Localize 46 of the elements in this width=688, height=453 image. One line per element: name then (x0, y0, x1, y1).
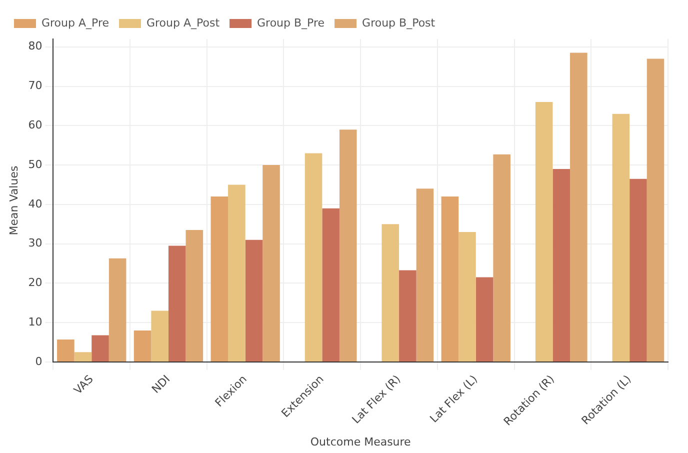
y-tick-label: 40 (28, 197, 42, 210)
bar (382, 224, 400, 362)
x-tick-label: Lat Flex (R) (350, 372, 404, 426)
bar (92, 335, 109, 362)
bar (151, 310, 168, 362)
legend-label: Group A_Post (146, 16, 220, 30)
bar (646, 58, 664, 362)
bar (108, 258, 126, 362)
legend-label: Group A_Pre (42, 16, 110, 30)
bar (228, 184, 246, 362)
x-axis-title: Outcome Measure (310, 435, 412, 448)
y-tick-label: 20 (28, 276, 42, 290)
y-tick-label: 30 (28, 236, 42, 250)
bar (612, 114, 630, 362)
y-tick-label: 10 (28, 315, 42, 328)
bar (535, 102, 553, 362)
bar (630, 178, 647, 362)
legend-label: Group B_Pre (257, 16, 325, 30)
bar (570, 52, 588, 362)
legend-label: Group B_Post (362, 16, 436, 30)
y-tick-label: 60 (28, 118, 42, 132)
bar (168, 246, 186, 362)
bar (304, 153, 322, 362)
bar (210, 196, 228, 362)
bar (399, 270, 416, 362)
bar (339, 130, 357, 362)
bar (262, 165, 280, 362)
y-tick-label: 50 (28, 158, 42, 171)
bar (552, 168, 570, 362)
bar (57, 340, 74, 362)
y-tick-label: 70 (28, 79, 42, 92)
bar (134, 330, 152, 362)
y-tick-label: 0 (35, 354, 42, 368)
bar (441, 196, 459, 362)
bar (186, 230, 204, 362)
bar (322, 208, 340, 362)
x-tick-label: VAS (71, 372, 96, 397)
bar (493, 154, 510, 362)
bar (74, 352, 92, 362)
bar (245, 240, 263, 362)
bar (458, 232, 476, 362)
x-tick-label: NDI (149, 372, 173, 396)
bar (476, 277, 494, 362)
y-tick-label: 80 (28, 40, 42, 53)
bar (416, 188, 434, 362)
y-axis-title: Mean Values (7, 166, 20, 236)
